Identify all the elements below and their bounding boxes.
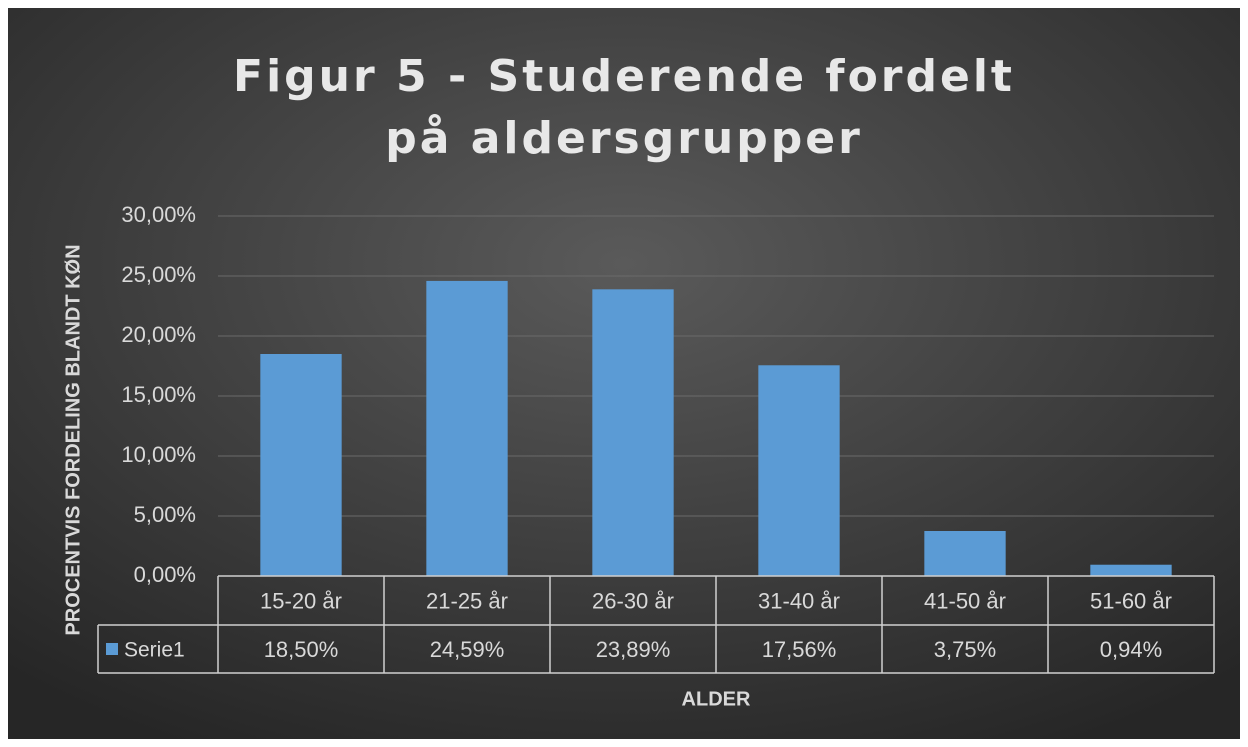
bar	[1090, 564, 1172, 576]
bar	[758, 365, 840, 576]
value-label: 18,50%	[264, 637, 339, 662]
x-tick-label: 15-20 år	[260, 588, 342, 613]
y-axis-label: PROCENTVIS FORDELING BLANDT KØN	[62, 244, 84, 635]
x-axis-label: ALDER	[682, 688, 751, 710]
value-label: 3,75%	[934, 637, 996, 662]
legend-swatch	[106, 643, 118, 655]
y-tick-label: 10,00%	[121, 442, 196, 467]
bar	[924, 531, 1006, 576]
value-label: 24,59%	[430, 637, 505, 662]
value-label: 23,89%	[596, 637, 671, 662]
x-tick-label: 41-50 år	[924, 588, 1006, 613]
y-tick-label: 0,00%	[134, 562, 196, 587]
value-label: 0,94%	[1100, 637, 1162, 662]
x-tick-label: 51-60 år	[1090, 588, 1172, 613]
x-tick-label: 31-40 år	[758, 588, 840, 613]
y-tick-label: 5,00%	[134, 502, 196, 527]
x-tick-label: 21-25 år	[426, 588, 508, 613]
legend-label: Serie1	[124, 639, 185, 662]
y-tick-label: 25,00%	[121, 262, 196, 287]
bar	[260, 354, 342, 576]
bar	[592, 289, 674, 576]
chart-title: Figur 5 - Studerende fordelt på aldersgr…	[233, 51, 1015, 164]
y-tick-label: 15,00%	[121, 382, 196, 407]
value-label: 17,56%	[762, 637, 837, 662]
y-tick-label: 20,00%	[121, 322, 196, 347]
x-tick-label: 26-30 år	[592, 588, 674, 613]
y-tick-label: 30,00%	[121, 202, 196, 227]
bar	[426, 280, 508, 576]
